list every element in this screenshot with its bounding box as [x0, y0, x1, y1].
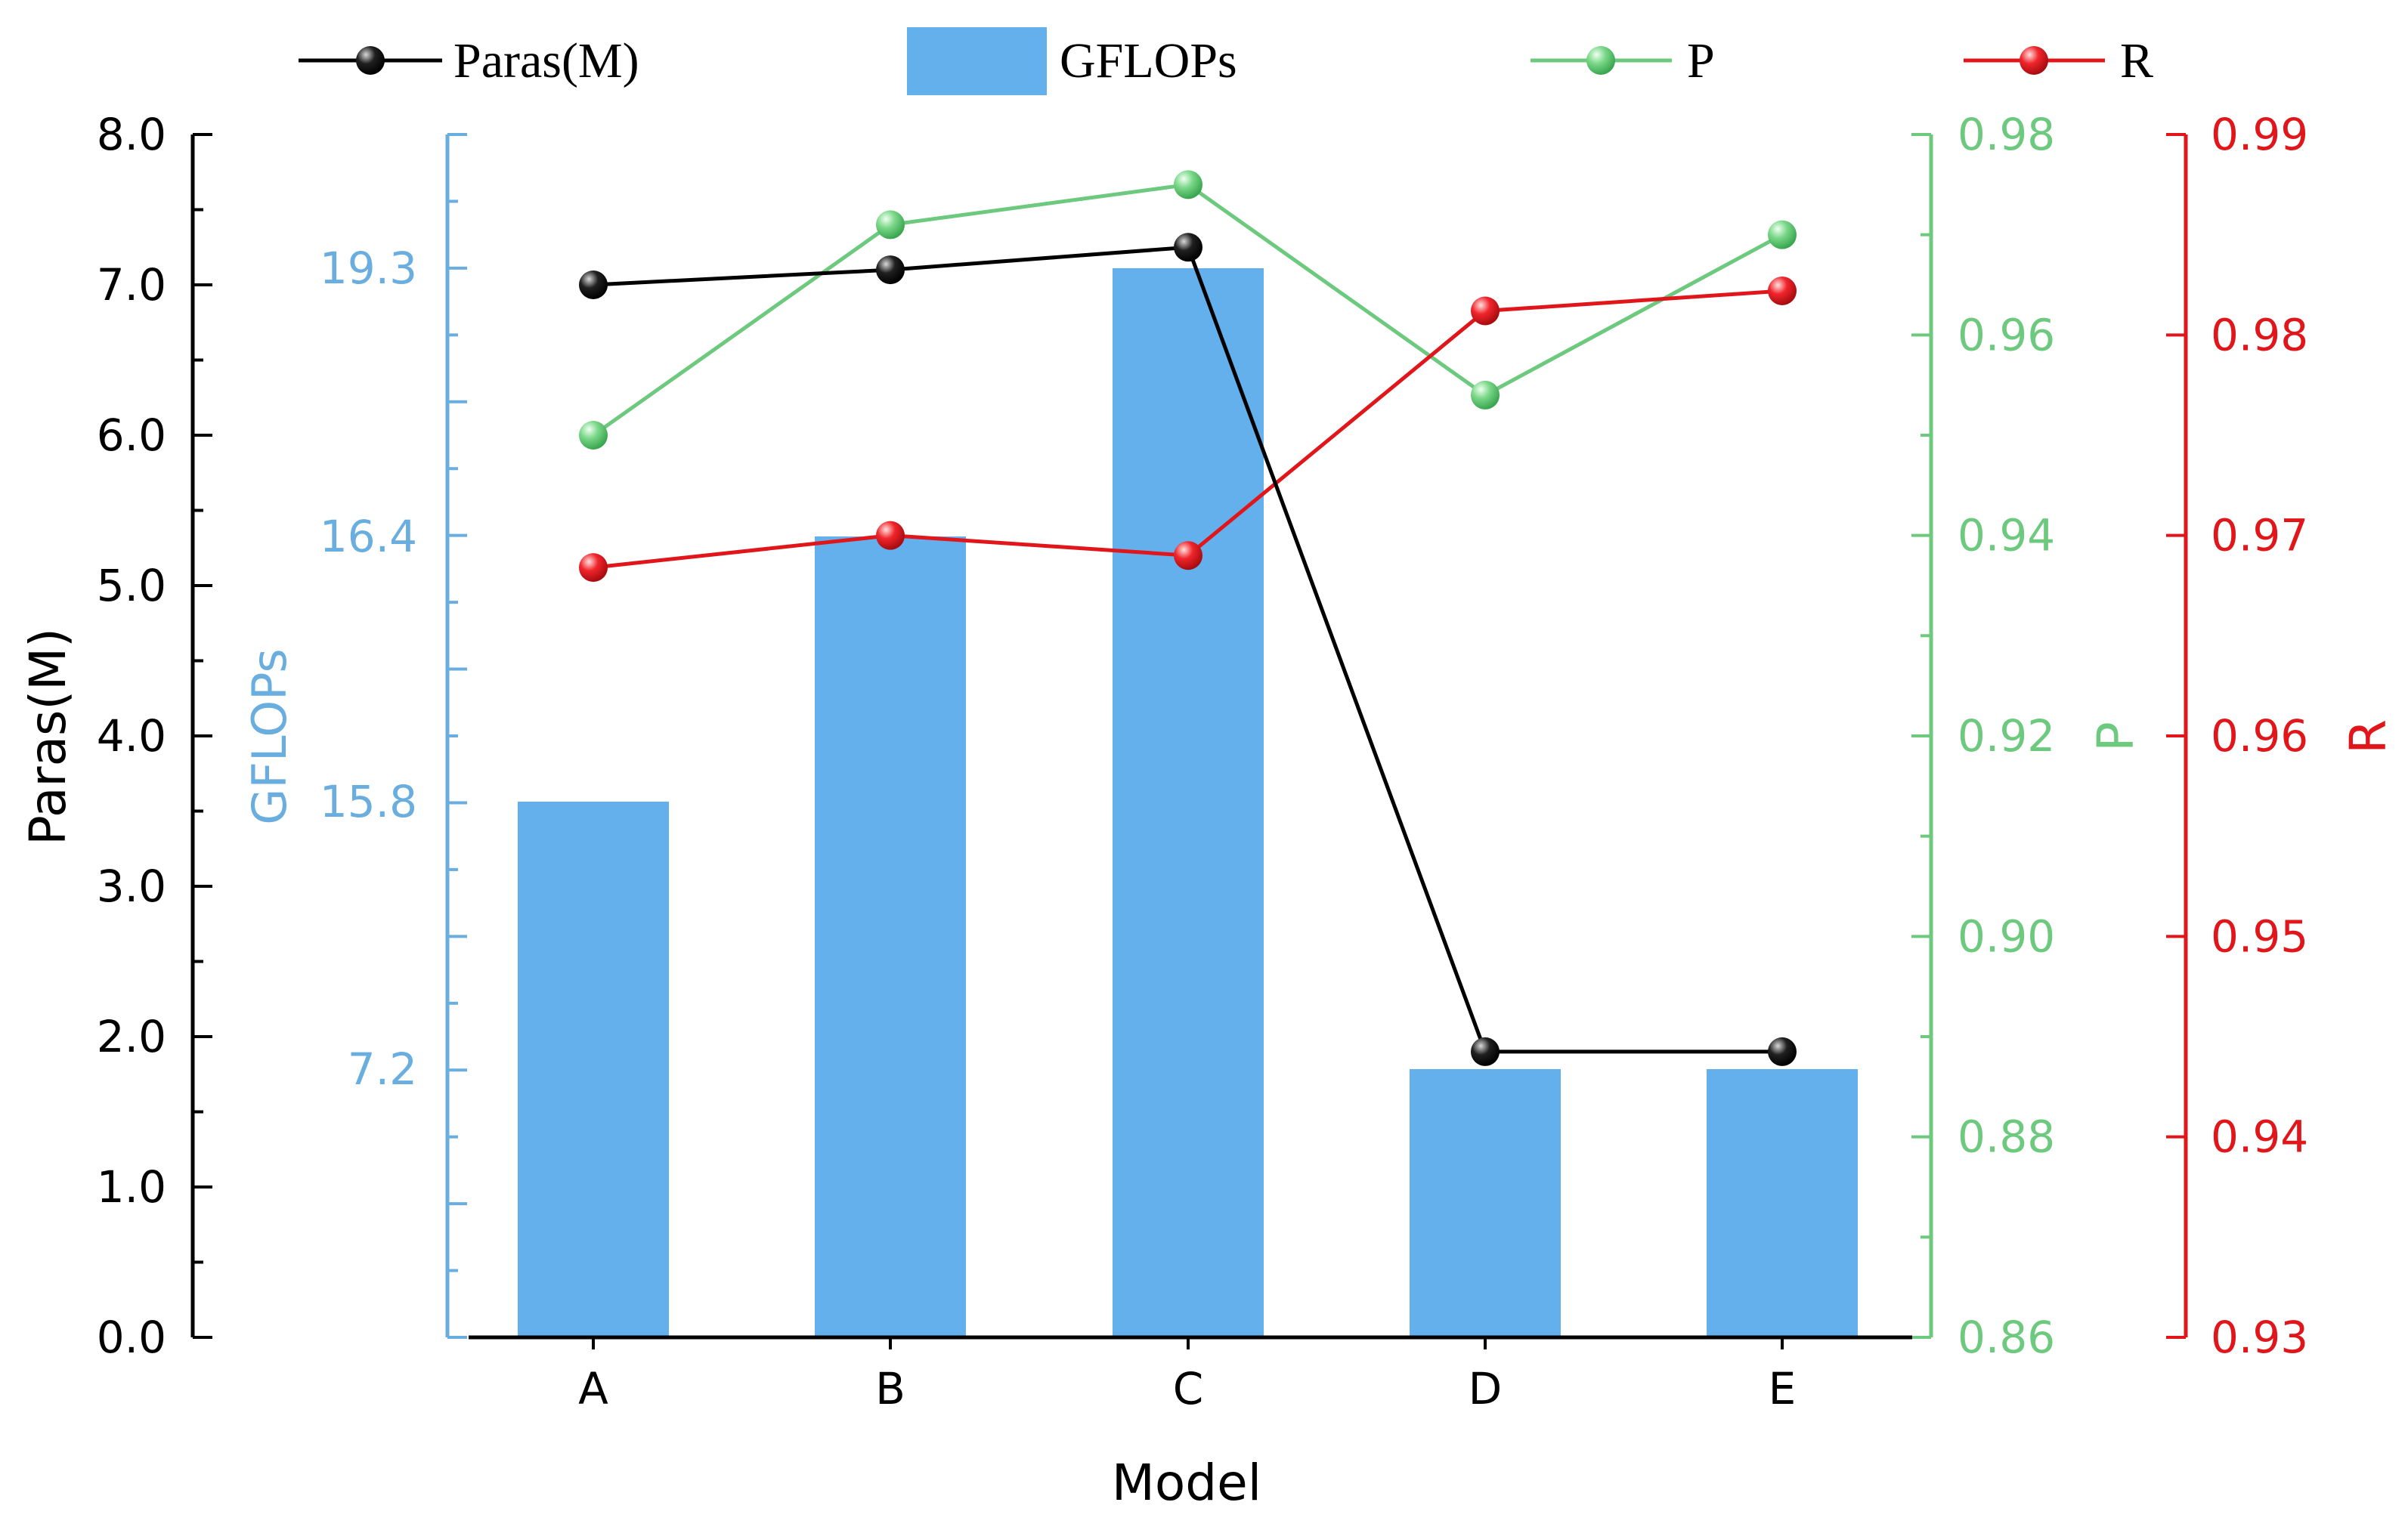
gflops-bar-C	[1113, 268, 1264, 1337]
r-point-C	[1174, 541, 1202, 570]
gflops-axis: 7.2 15.8 16.4 19.3	[320, 133, 467, 1339]
legend-gflops-swatch	[907, 27, 1047, 95]
legend-r-marker	[2020, 46, 2048, 75]
gflops-bar-A	[518, 802, 669, 1337]
paras-tick-label: 1.0	[97, 1161, 166, 1213]
legend-r-label: R	[2120, 33, 2153, 88]
r-tick-label: 0.96	[2211, 710, 2308, 762]
p-point-E	[1768, 220, 1797, 249]
paras-tick-label: 0.0	[97, 1312, 166, 1363]
r-point-D	[1471, 296, 1500, 326]
paras-point-E	[1768, 1037, 1797, 1066]
gflops-bar-D	[1410, 1069, 1561, 1337]
paras-point-B	[876, 255, 905, 285]
gflops-tick-label: 7.2	[348, 1043, 417, 1095]
p-point-D	[1471, 380, 1500, 410]
gflops-tick-label: 15.8	[320, 776, 417, 827]
gflops-bar-E	[1707, 1069, 1858, 1337]
legend-paras-marker	[356, 46, 385, 75]
paras-point-D	[1471, 1037, 1500, 1066]
paras-axis: 0.0 1.0 2.0 3.0 4.0 5.0 6.0 7.0 8.0	[97, 109, 212, 1363]
legend-paras: Paras(M)	[299, 33, 639, 88]
p-tick-label: 0.96	[1958, 309, 2055, 360]
x-tick-label-E: E	[1769, 1363, 1797, 1414]
legend-r: R	[1964, 33, 2153, 88]
p-point-C	[1174, 170, 1202, 199]
r-point-E	[1768, 276, 1797, 305]
r-axis: 0.93 0.94 0.95 0.96 0.97 0.98 0.99	[2166, 109, 2308, 1363]
paras-tick-label: 7.0	[97, 259, 166, 311]
r-tick-label: 0.98	[2211, 309, 2308, 360]
legend-p: P	[1531, 33, 1715, 88]
p-point-B	[876, 210, 905, 240]
r-tick-label: 0.97	[2211, 510, 2308, 561]
r-tick-label: 0.95	[2211, 910, 2308, 962]
x-axis-title: Model	[1112, 1454, 1261, 1512]
gflops-bar-B	[815, 536, 966, 1337]
r-axis-title: R	[2339, 719, 2397, 754]
p-tick-label: 0.86	[1958, 1312, 2055, 1363]
r-tick-label: 0.99	[2211, 109, 2308, 160]
x-tick-label-C: C	[1173, 1363, 1204, 1414]
legend-gflops-label: GFLOPs	[1060, 33, 1237, 88]
gflops-tick-label: 16.4	[320, 511, 417, 562]
p-axis: 0.86 0.88 0.90 0.92 0.94 0.96 0.98	[1911, 109, 2055, 1363]
legend: Paras(M) GFLOPs P R	[299, 27, 2153, 95]
p-axis-title: P	[2087, 722, 2145, 752]
gflops-tick-label: 19.3	[320, 243, 417, 294]
paras-tick-label: 5.0	[97, 560, 166, 611]
p-tick-label: 0.92	[1958, 710, 2055, 762]
p-tick-label: 0.88	[1958, 1111, 2055, 1163]
x-tick-label-B: B	[875, 1363, 905, 1414]
legend-paras-label: Paras(M)	[453, 33, 639, 88]
paras-tick-label: 4.0	[97, 710, 166, 762]
r-tick-label: 0.94	[2211, 1111, 2308, 1163]
legend-p-marker	[1586, 46, 1615, 75]
x-tick-label-A: A	[578, 1363, 608, 1414]
gflops-axis-title: GFLOPs	[242, 648, 297, 824]
r-point-A	[579, 553, 608, 583]
paras-tick-label: 8.0	[97, 109, 166, 160]
paras-tick-label: 2.0	[97, 1011, 166, 1062]
r-point-B	[876, 521, 905, 550]
p-tick-label: 0.90	[1958, 910, 2055, 962]
p-tick-label: 0.94	[1958, 510, 2055, 561]
paras-tick-label: 3.0	[97, 861, 166, 912]
line-series	[579, 170, 1797, 1066]
p-tick-label: 0.98	[1958, 109, 2055, 160]
legend-p-label: P	[1687, 33, 1715, 88]
paras-axis-title: Paras(M)	[19, 628, 77, 845]
x-axis: A B C D E	[469, 1335, 1912, 1414]
gflops-bars	[518, 268, 1858, 1337]
r-tick-label: 0.93	[2211, 1312, 2308, 1363]
paras-point-C	[1174, 233, 1202, 262]
paras-point-A	[579, 270, 608, 299]
p-point-A	[579, 421, 608, 450]
legend-gflops: GFLOPs	[907, 27, 1237, 95]
paras-tick-label: 6.0	[97, 410, 166, 461]
x-tick-label-D: D	[1469, 1363, 1503, 1414]
